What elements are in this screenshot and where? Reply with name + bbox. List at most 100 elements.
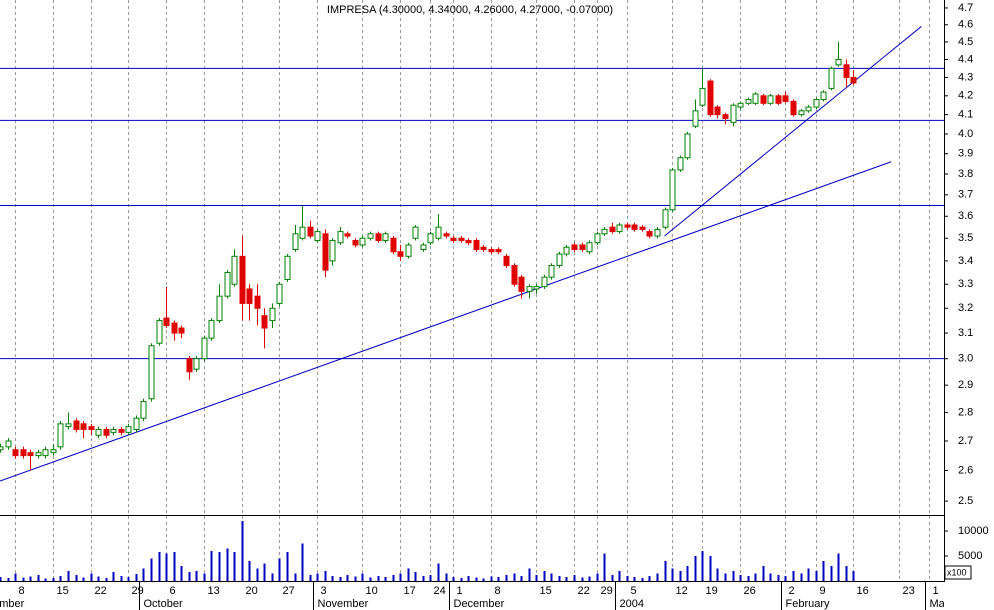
candle-body [790, 100, 797, 116]
volume-bar [830, 566, 833, 581]
volume-bar [399, 573, 402, 581]
candle-body [163, 317, 170, 327]
candle-body [344, 233, 351, 237]
volume-bar [648, 576, 651, 581]
y-tick-label: 4.1 [958, 109, 973, 121]
x-tick-label: 6 [170, 585, 176, 597]
x-tick-label: 22 [578, 585, 590, 597]
month-label: March [930, 598, 961, 610]
candle-body [450, 237, 457, 241]
x-tick-label: 19 [706, 585, 718, 597]
volume-bar [180, 566, 183, 581]
volume-bar [392, 575, 395, 581]
volume-bar [429, 575, 432, 581]
candle-body [375, 233, 382, 241]
x-tick-label: 29 [132, 585, 144, 597]
volume-bar [90, 573, 93, 581]
volume-bar [316, 573, 319, 581]
volume-bar [135, 574, 138, 581]
y-tick-label: 4.7 [958, 2, 973, 14]
volume-bar [195, 571, 198, 581]
volume-bar [309, 575, 312, 581]
trend-line [0, 161, 892, 482]
volume-bar [241, 521, 244, 581]
volume-bar [437, 563, 440, 581]
y-tick-label: 3.3 [958, 278, 973, 290]
x-tick-label: 12 [676, 585, 688, 597]
candle-body [171, 322, 178, 334]
grid-layer [15, 0, 930, 581]
plot-layer [0, 26, 944, 581]
candle-body [307, 226, 314, 237]
volume-bar [97, 576, 100, 581]
y-tick-label: 2.9 [958, 379, 973, 391]
volume-bar [377, 576, 380, 581]
candle-body [201, 337, 208, 360]
candle-body [767, 95, 774, 104]
x-tick-label: 22 [95, 585, 107, 597]
candle-body [254, 295, 261, 309]
candle-body [50, 449, 57, 454]
candle-body [526, 286, 533, 292]
candle-body [156, 320, 163, 344]
volume-bar [656, 573, 659, 581]
y-tick-label: 3.4 [958, 255, 973, 267]
candle-body [337, 231, 344, 244]
candle-body [699, 87, 706, 106]
candle-body [27, 452, 34, 457]
y-tick-label: 4.4 [958, 53, 973, 65]
trend-line [664, 26, 922, 237]
volume-bar [558, 576, 561, 581]
candle-body [571, 244, 578, 250]
volume-bar [581, 577, 584, 581]
candle-body [488, 248, 495, 253]
candle-body [125, 426, 132, 433]
candle-body [813, 99, 820, 108]
x-tick-label: 1 [457, 585, 463, 597]
candle-body [579, 244, 586, 250]
volume-bar [52, 578, 55, 581]
candle-body [707, 80, 714, 116]
candle-body [269, 307, 276, 322]
volume-bar [482, 578, 485, 581]
volume-bar [105, 578, 108, 581]
volume-bar [800, 573, 803, 581]
volume-bar [543, 571, 546, 581]
volume-tick-label: 10000 [958, 525, 989, 537]
volume-bar [120, 576, 123, 581]
candle-body [246, 288, 253, 304]
volume-bar [807, 568, 810, 581]
volume-bar [792, 571, 795, 581]
candle-body [224, 271, 231, 297]
candle-body [737, 102, 744, 108]
candle-body [835, 58, 842, 66]
x-tick-label: 10 [366, 585, 378, 597]
y-tick-label: 4.3 [958, 71, 973, 83]
candle-body [677, 157, 684, 171]
x-tick-label: 24 [434, 585, 446, 597]
volume-bar [769, 573, 772, 581]
volume-bar [445, 573, 448, 581]
candle-body [684, 133, 691, 159]
volume-unit: x100 [947, 567, 967, 577]
x-tick-label: 27 [283, 585, 295, 597]
volume-bar [784, 576, 787, 581]
volume-bar [324, 571, 327, 581]
volume-bar [331, 576, 334, 581]
volume-bar [263, 563, 266, 581]
y-tick-label: 4.6 [958, 19, 973, 31]
volume-bar [596, 573, 599, 581]
x-tick-label: 29 [601, 585, 613, 597]
volume-bar [301, 543, 304, 581]
volume-bar [29, 576, 32, 581]
volume-bar [248, 561, 251, 581]
volume-bar [626, 576, 629, 581]
candle-body [329, 239, 336, 262]
x-tick-label: 9 [820, 585, 826, 597]
volume-bar [550, 573, 553, 581]
volume-bar [505, 575, 508, 581]
y-tick-label: 3.9 [958, 148, 973, 160]
volume-bar [271, 573, 274, 581]
candle-body [798, 110, 805, 116]
x-tick-label: 15 [540, 585, 552, 597]
